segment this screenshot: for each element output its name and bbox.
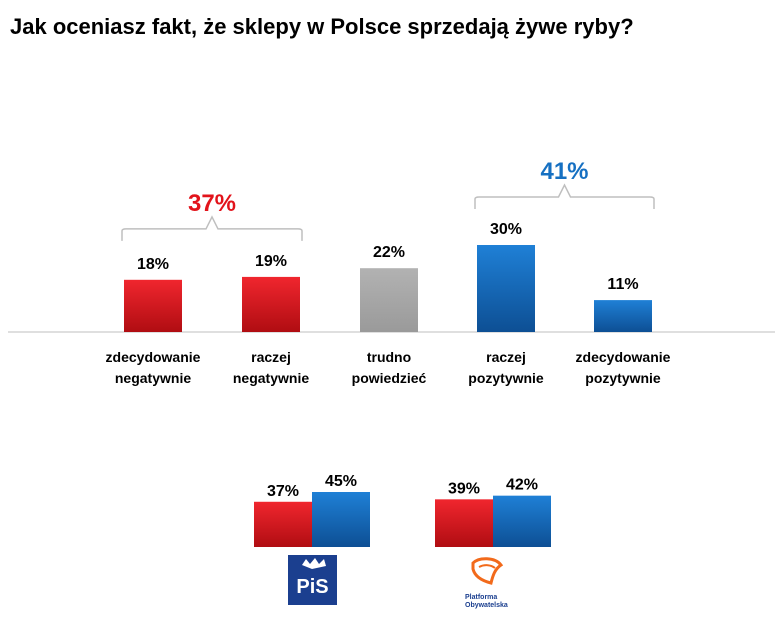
data-label: 19% [255,253,287,270]
group-total-label: 37% [188,190,236,217]
party-bar [435,499,493,547]
category-label: negatywnie [233,370,309,386]
bar [124,279,182,332]
category-label: powiedzieć [352,370,427,386]
pis-logo: PiS [288,555,337,605]
party-data-label: 42% [506,477,538,494]
group-bracket [121,215,303,241]
party-data-label: 39% [448,480,480,497]
bar [477,245,535,332]
category-label: pozytywnie [585,370,661,386]
data-label: 30% [490,221,522,238]
party-bar [254,501,312,547]
category-label: zdecydowanie [106,349,201,365]
pis-logo-text: PiS [296,576,328,598]
category-label: raczej [251,349,291,365]
party-panel: 37% 45% [254,473,370,547]
party-panel: 39% 42% [435,477,551,547]
platforma-obywatelska-logo: Platforma Obywatelska [465,557,508,609]
main-bar-chart: 18% zdecydowanie negatywnie 19% raczej negaty… [8,158,775,386]
bar [242,276,300,332]
category-label: pozytywnie [468,370,544,386]
bar [360,268,418,332]
party-data-label: 37% [267,483,299,500]
party-data-label: 45% [325,473,357,490]
category-label: zdecydowanie [576,349,671,365]
bar [594,300,652,332]
po-logo-line1: Platforma [465,594,497,601]
group-total-label: 41% [540,158,588,185]
party-bar [493,495,551,547]
group-bracket [474,183,655,209]
party-bar [312,492,370,547]
data-label: 18% [137,256,169,273]
party-comparison-charts: 37% 45% 39% 42% [254,473,551,547]
data-label: 22% [373,244,405,261]
po-logo-line2: Obywatelska [465,602,508,609]
category-label: trudno [367,349,411,365]
data-label: 11% [607,276,638,293]
chart-title: Jak oceniasz fakt, że sklepy w Polsce sp… [10,14,634,39]
category-label: negatywnie [115,370,191,386]
category-label: raczej [486,349,526,365]
